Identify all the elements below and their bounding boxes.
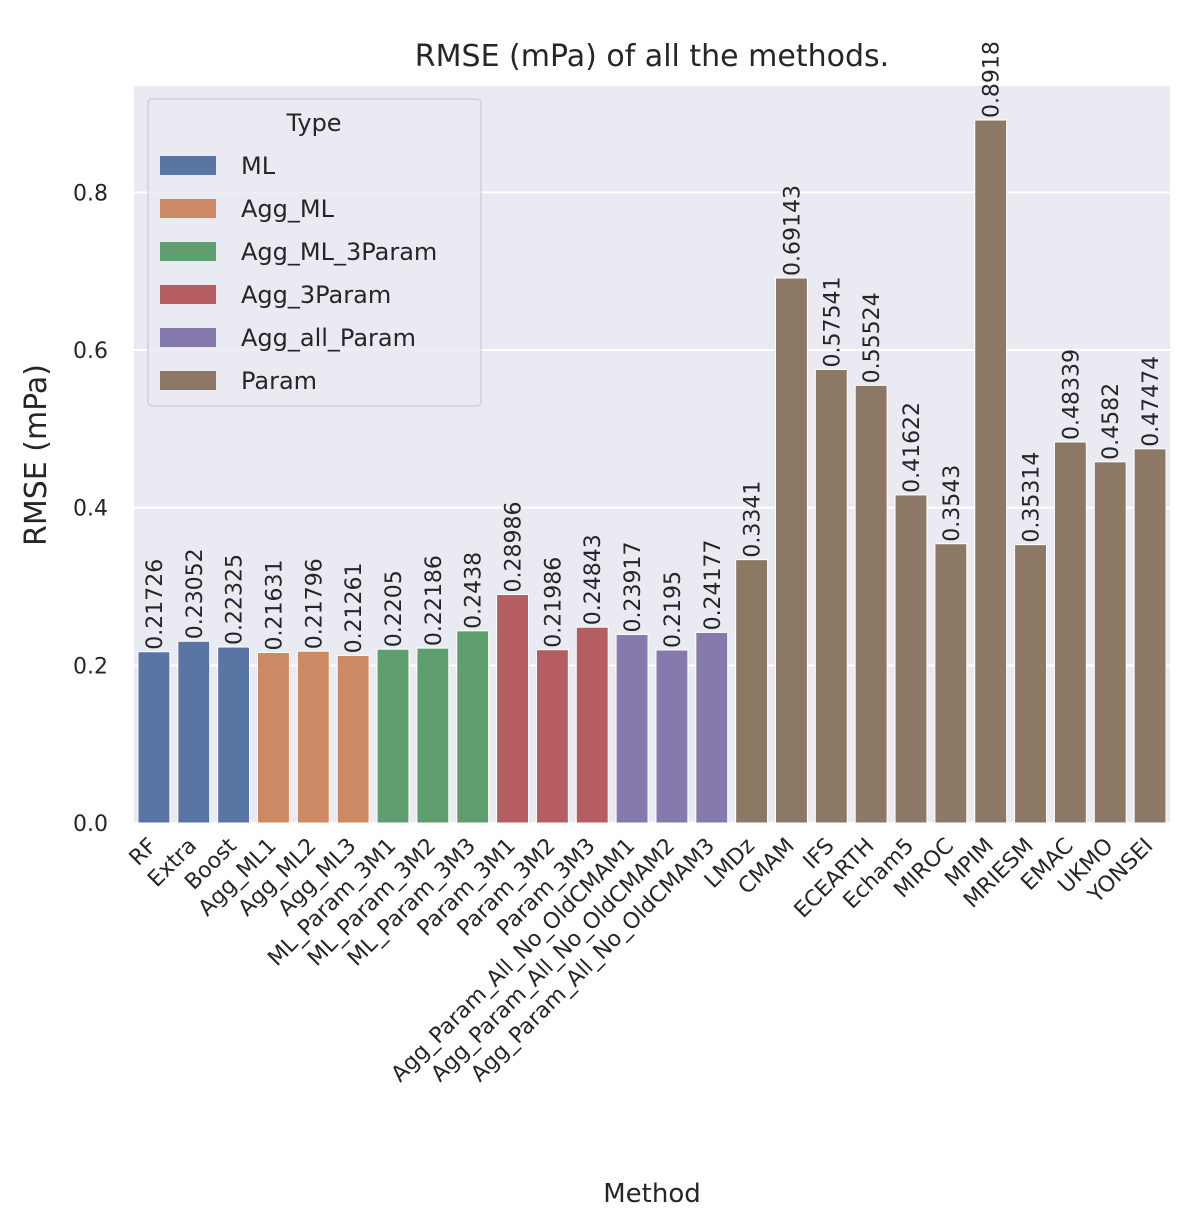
- bars: [137, 119, 1167, 824]
- bar-value-labels: 0.21726 0.23052 0.22325 0.21631 0.21796 0.212…: [143, 41, 1164, 653]
- bar-value-label: 0.4582: [1099, 383, 1124, 460]
- bar-value-label: 0.48339: [1059, 349, 1084, 440]
- bar-value-label: 0.8918: [980, 41, 1005, 118]
- bar-value-label: 0.21796: [302, 558, 327, 649]
- legend-swatch: [160, 371, 216, 390]
- bar: [615, 633, 649, 824]
- y-axis-ticks: 0.0 0.2 0.4 0.6 0.8: [73, 181, 108, 837]
- legend-entry-label: Agg_ML: [241, 195, 335, 223]
- legend-swatch: [160, 285, 216, 304]
- bar: [974, 119, 1008, 824]
- bar-value-label: 0.21986: [541, 557, 566, 648]
- bar-value-label: 0.28986: [502, 502, 527, 593]
- legend-entry-label: ML: [241, 152, 276, 180]
- legend-entry-label: Agg_all_Param: [241, 324, 416, 352]
- bar: [1014, 544, 1047, 824]
- legend-swatch: [160, 328, 216, 347]
- legend: Type ML Agg_ML Agg_ML_3Param Agg_3Param Agg_…: [147, 98, 482, 407]
- bar: [217, 646, 251, 824]
- bar: [535, 649, 569, 824]
- bar-value-label: 0.47474: [1139, 356, 1164, 447]
- bar: [894, 494, 928, 824]
- bar: [496, 594, 529, 824]
- bar-value-label: 0.22325: [223, 554, 248, 645]
- y-tick-label: 0.6: [73, 339, 108, 364]
- bar: [695, 631, 729, 824]
- bar: [655, 649, 689, 824]
- bar: [336, 654, 370, 824]
- bar: [814, 368, 848, 824]
- y-tick-label: 0.4: [73, 497, 108, 522]
- bar: [575, 626, 609, 824]
- bar: [177, 640, 211, 824]
- bar: [1093, 461, 1127, 824]
- bar-value-label: 0.3341: [741, 481, 766, 558]
- bar: [854, 384, 888, 824]
- bar-value-label: 0.2205: [382, 570, 407, 647]
- legend-entries: ML Agg_ML Agg_ML_3Param Agg_3Param Agg_all_P…: [160, 152, 437, 395]
- bar: [456, 630, 490, 824]
- bar: [416, 647, 450, 824]
- legend-swatch: [160, 156, 216, 175]
- bar-value-label: 0.24177: [701, 539, 726, 630]
- bar-value-label: 0.23052: [183, 548, 208, 639]
- bar-value-label: 0.24843: [581, 534, 606, 625]
- bar-value-label: 0.69143: [780, 185, 805, 276]
- bar: [934, 543, 968, 824]
- bar: [775, 277, 808, 824]
- legend-box: [147, 98, 482, 407]
- bar-value-label: 0.21261: [342, 562, 367, 653]
- bar: [296, 650, 330, 824]
- legend-swatch: [160, 242, 216, 261]
- bar: [1053, 441, 1087, 824]
- bar-value-label: 0.22186: [422, 555, 447, 646]
- bar-value-label: 0.2438: [462, 552, 487, 629]
- bar: [257, 651, 290, 824]
- bar: [137, 651, 171, 824]
- bar-value-label: 0.41622: [900, 402, 925, 493]
- bar-value-label: 0.55524: [860, 292, 885, 383]
- bar-value-label: 0.23917: [621, 541, 646, 632]
- legend-entry-label: Agg_3Param: [241, 281, 391, 309]
- bar-value-label: 0.21726: [143, 559, 168, 650]
- y-tick-label: 0.2: [73, 654, 108, 679]
- bar-value-label: 0.35314: [1020, 452, 1045, 543]
- legend-swatch: [160, 199, 216, 218]
- y-axis-title: RMSE (mPa): [19, 364, 54, 546]
- bar-value-label: 0.3543: [940, 465, 965, 542]
- x-axis-title: Method: [603, 1179, 701, 1209]
- bar: [376, 648, 410, 824]
- bar: [1133, 448, 1167, 824]
- bar: [735, 559, 769, 824]
- legend-entry-label: Param: [241, 367, 317, 395]
- y-tick-label: 0.8: [73, 181, 108, 206]
- bar-value-label: 0.57541: [820, 276, 845, 367]
- y-tick-label: 0.0: [73, 812, 108, 837]
- legend-entry-label: Agg_ML_3Param: [241, 238, 437, 266]
- legend-title: Type: [285, 109, 341, 137]
- bar-value-label: 0.21631: [262, 560, 287, 651]
- chart-title: RMSE (mPa) of all the methods.: [415, 39, 889, 74]
- bar-value-label: 0.2195: [661, 571, 686, 648]
